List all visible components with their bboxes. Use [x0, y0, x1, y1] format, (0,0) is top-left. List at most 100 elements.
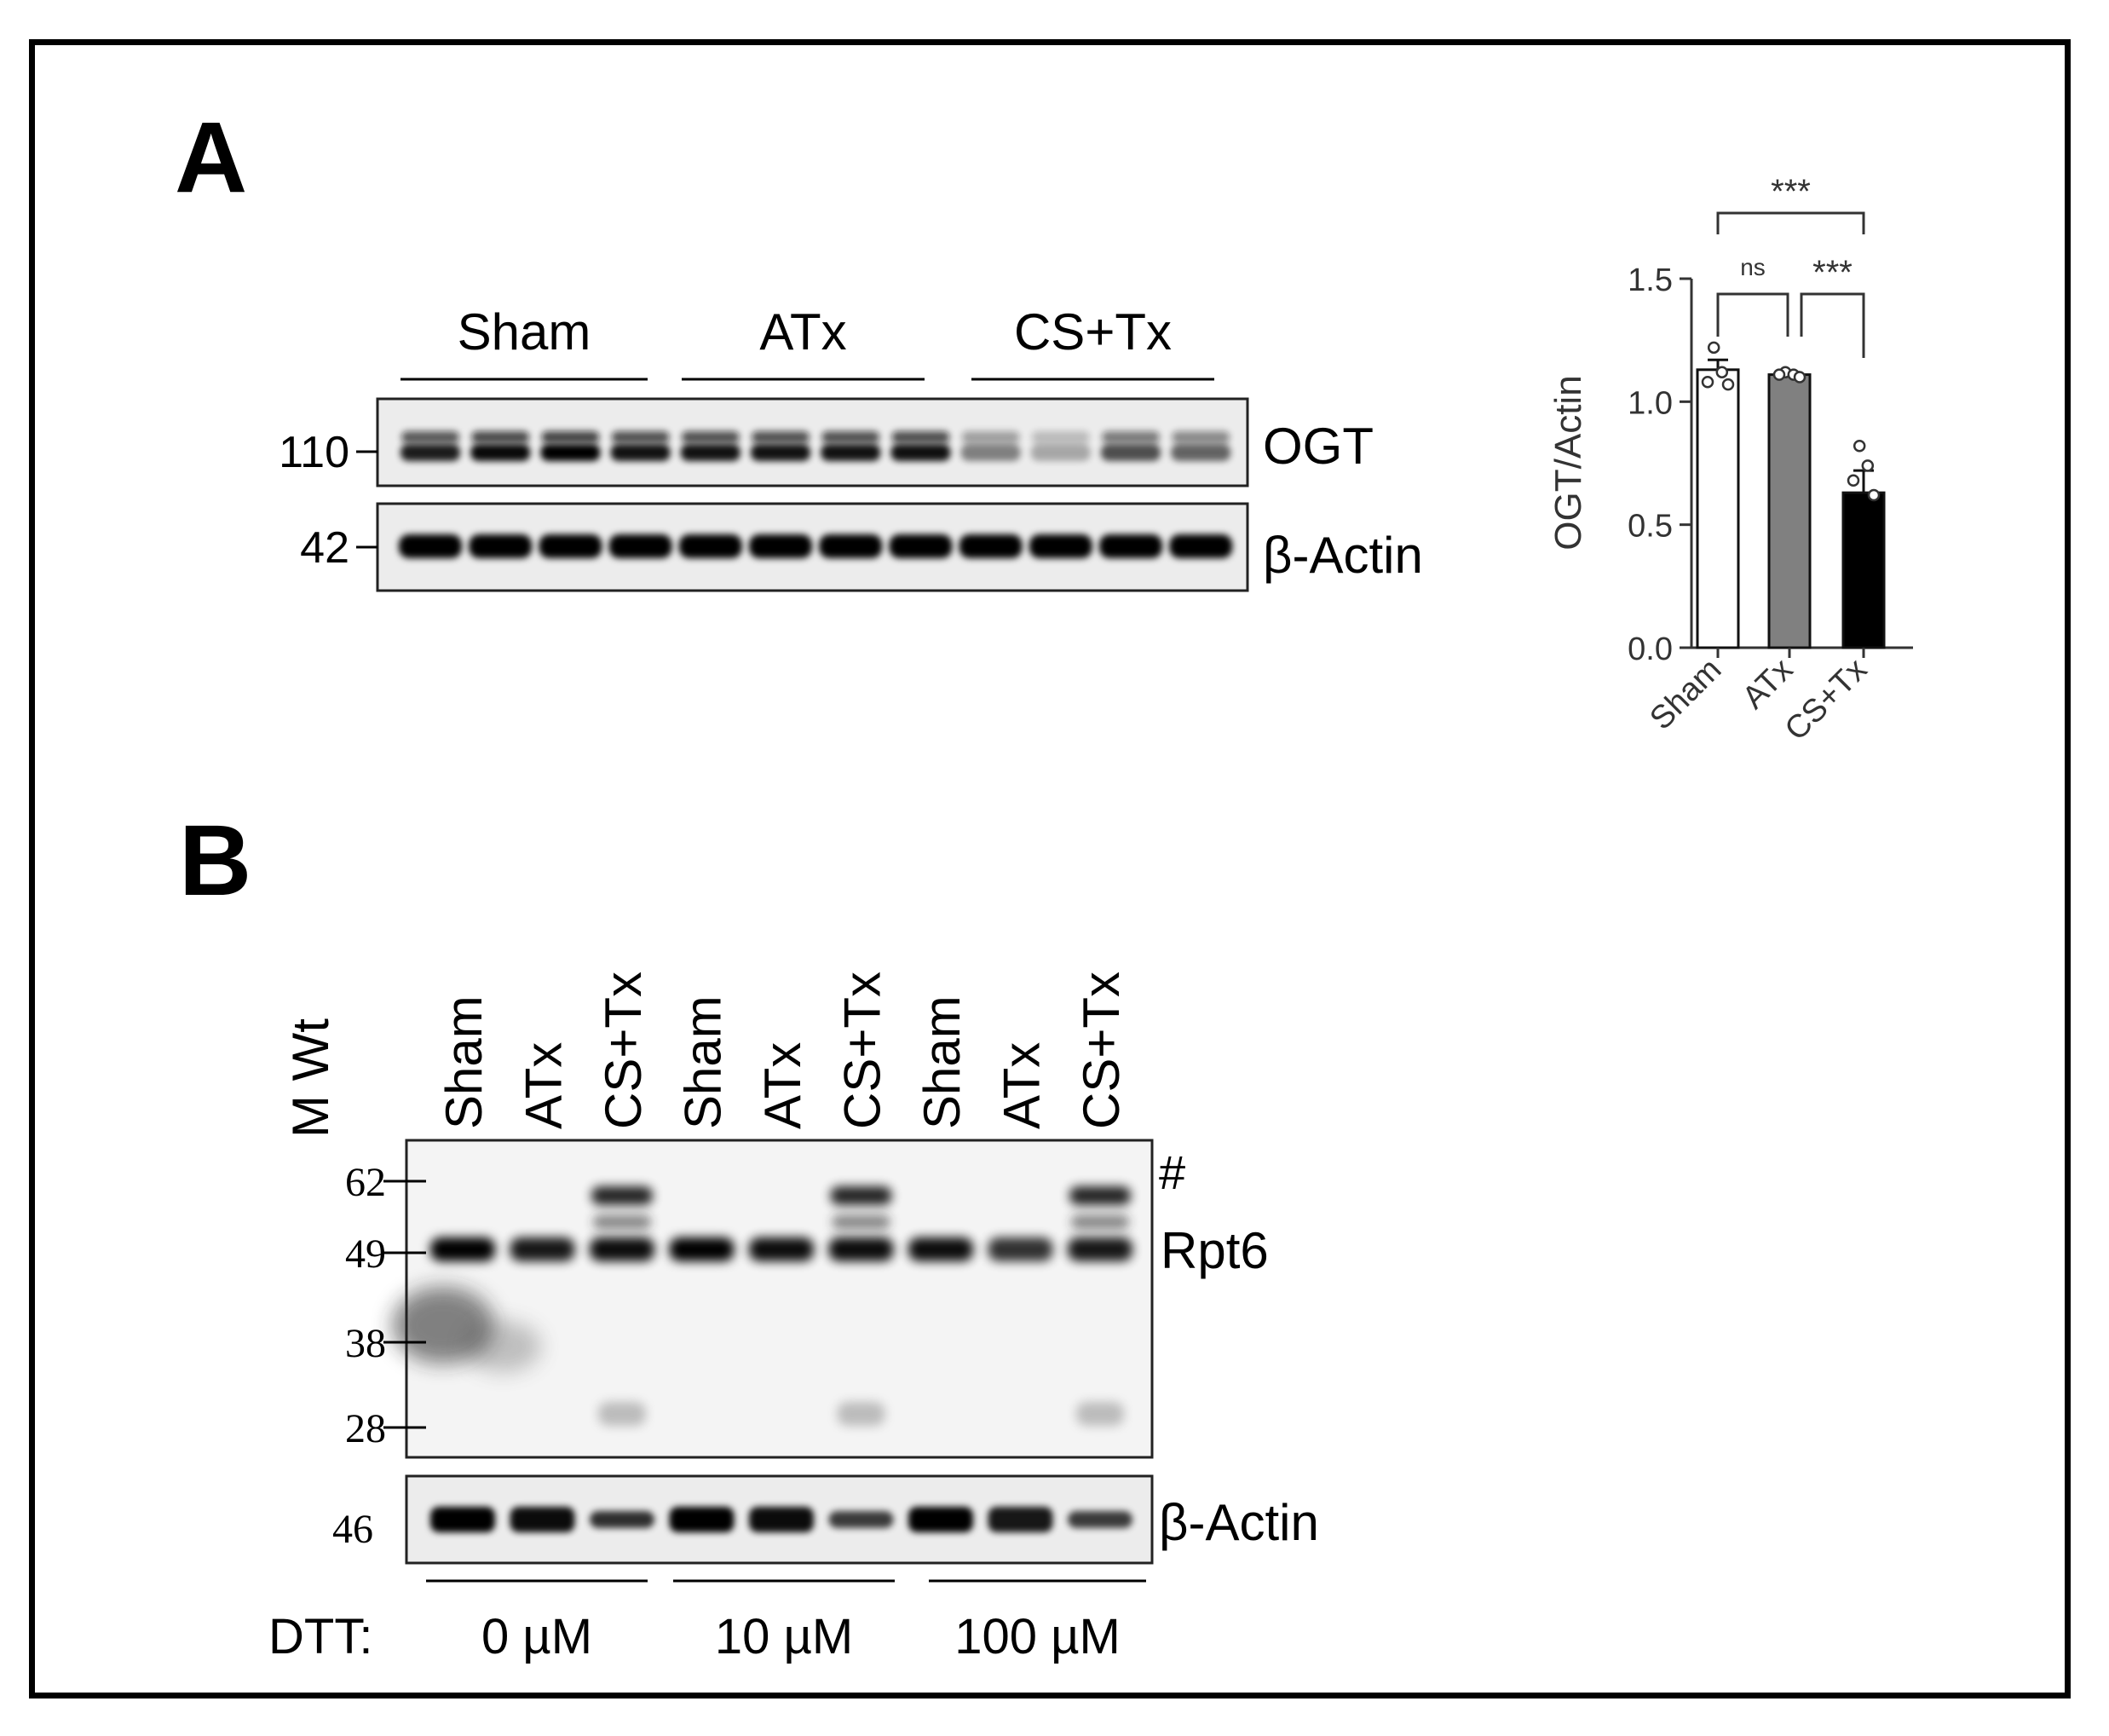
ogt-upper-band [1031, 431, 1090, 443]
mw-label-46: 46 [332, 1507, 373, 1552]
actin-band [669, 1507, 735, 1532]
ogt-upper-band [821, 431, 880, 443]
bar-sham [1696, 368, 1740, 649]
mw-marker-label: 38 [345, 1321, 386, 1366]
ogt-upper-band [471, 431, 530, 443]
ogt-band [400, 444, 460, 461]
y-tick-label: 1.0 [1628, 385, 1673, 421]
ogt-band [1101, 444, 1161, 461]
ogt-band [751, 444, 810, 461]
ogt-upper-band [1172, 431, 1230, 443]
hash-band [830, 1186, 892, 1205]
actin-band [908, 1507, 973, 1532]
data-point [1867, 488, 1881, 502]
actin-band [1029, 534, 1092, 558]
mw-header: M Wt [282, 1018, 339, 1138]
intermediate-band [832, 1214, 890, 1230]
actin-band [608, 534, 672, 558]
lane-label: ATx [516, 1042, 573, 1129]
ogt-upper-band [401, 431, 459, 443]
low-band [837, 1402, 885, 1426]
ogt-band [680, 444, 740, 461]
rpt6-band [828, 1237, 894, 1261]
intermediate-band [1071, 1214, 1129, 1230]
data-point [1707, 341, 1720, 355]
y-tick-label: 1.5 [1628, 262, 1673, 298]
actin-band [1169, 534, 1233, 558]
ogt-upper-band [541, 431, 600, 443]
mw-marker-label: 62 [345, 1160, 386, 1205]
rpt6-blot-frame [405, 1139, 1154, 1459]
dtt-group-label: 100 µM [954, 1609, 1121, 1664]
ogt-upper-band [961, 431, 1020, 443]
mw-marker-label: 28 [345, 1406, 386, 1451]
group-label-cstx: CS+Tx [1014, 303, 1172, 360]
actin-band [988, 1507, 1053, 1532]
data-point [1853, 440, 1866, 453]
ogt-upper-band [891, 431, 950, 443]
lane-label: Sham [675, 995, 732, 1129]
low-band [598, 1402, 646, 1426]
y-tick-label: 0.0 [1628, 632, 1673, 667]
lane-label: CS+Tx [1073, 972, 1130, 1129]
actin-band [749, 1507, 814, 1532]
actin-band [889, 534, 953, 558]
data-point [1721, 378, 1735, 391]
hash-band [1069, 1186, 1131, 1205]
rpt6-band [988, 1237, 1053, 1261]
bar-atx [1767, 373, 1812, 649]
ogt-label: OGT [1263, 418, 1374, 475]
data-point [1701, 375, 1714, 389]
actin-band [399, 534, 462, 558]
significance-label: *** [1812, 254, 1853, 291]
actin-band [539, 534, 602, 558]
rpt6-band [1068, 1237, 1132, 1261]
actin-band [678, 534, 742, 558]
panel-b-letter: B [179, 805, 251, 917]
y-tick-label: 0.5 [1628, 509, 1673, 545]
rpt6-band [749, 1237, 814, 1261]
dtt-label: DTT: [268, 1609, 372, 1664]
data-point [1793, 371, 1806, 384]
ogt-upper-band [681, 431, 740, 443]
group-label-sham: Sham [458, 303, 591, 360]
mw-label-42: 42 [300, 523, 349, 573]
bar-cstx [1841, 491, 1886, 649]
actin-label-a: β-Actin [1263, 527, 1423, 584]
smear [464, 1321, 541, 1372]
ogt-band [470, 444, 531, 461]
mw-marker-label: 49 [345, 1231, 386, 1277]
x-tick-label: ATx [1736, 652, 1800, 716]
significance-bracket [1716, 292, 1789, 337]
data-point [1715, 366, 1729, 378]
intermediate-band [593, 1214, 651, 1230]
panel-b-blots: M Wt Sham ATx CS+Tx Sham ATx CS+Tx Sham ATx CS+T… [268, 972, 1319, 1664]
actin-band [1068, 1511, 1132, 1528]
rpt6-label: Rpt6 [1161, 1222, 1269, 1279]
ogt-upper-band [1102, 431, 1160, 443]
mw-label-110: 110 [279, 428, 349, 477]
rpt6-band [430, 1237, 495, 1261]
data-point [1847, 474, 1860, 487]
actin-band [430, 1507, 495, 1532]
hash-band [591, 1186, 653, 1205]
lane-label: CS+Tx [834, 972, 891, 1129]
actin-band [828, 1511, 894, 1528]
ogt-band [610, 444, 671, 461]
panel-a-letter: A [175, 101, 247, 214]
lane-label: Sham [435, 995, 493, 1129]
ogt-band [890, 444, 951, 461]
data-point [1772, 368, 1786, 381]
actin-band [959, 534, 1023, 558]
actin-band [469, 534, 533, 558]
rpt6-band [510, 1237, 575, 1261]
ogt-band [1030, 444, 1091, 461]
ogt-upper-band [752, 431, 810, 443]
dtt-group-label: 10 µM [715, 1609, 853, 1664]
significance-bracket [1716, 211, 1865, 234]
actin-band [1099, 534, 1162, 558]
rpt6-band [590, 1237, 654, 1261]
ogt-band [540, 444, 601, 461]
